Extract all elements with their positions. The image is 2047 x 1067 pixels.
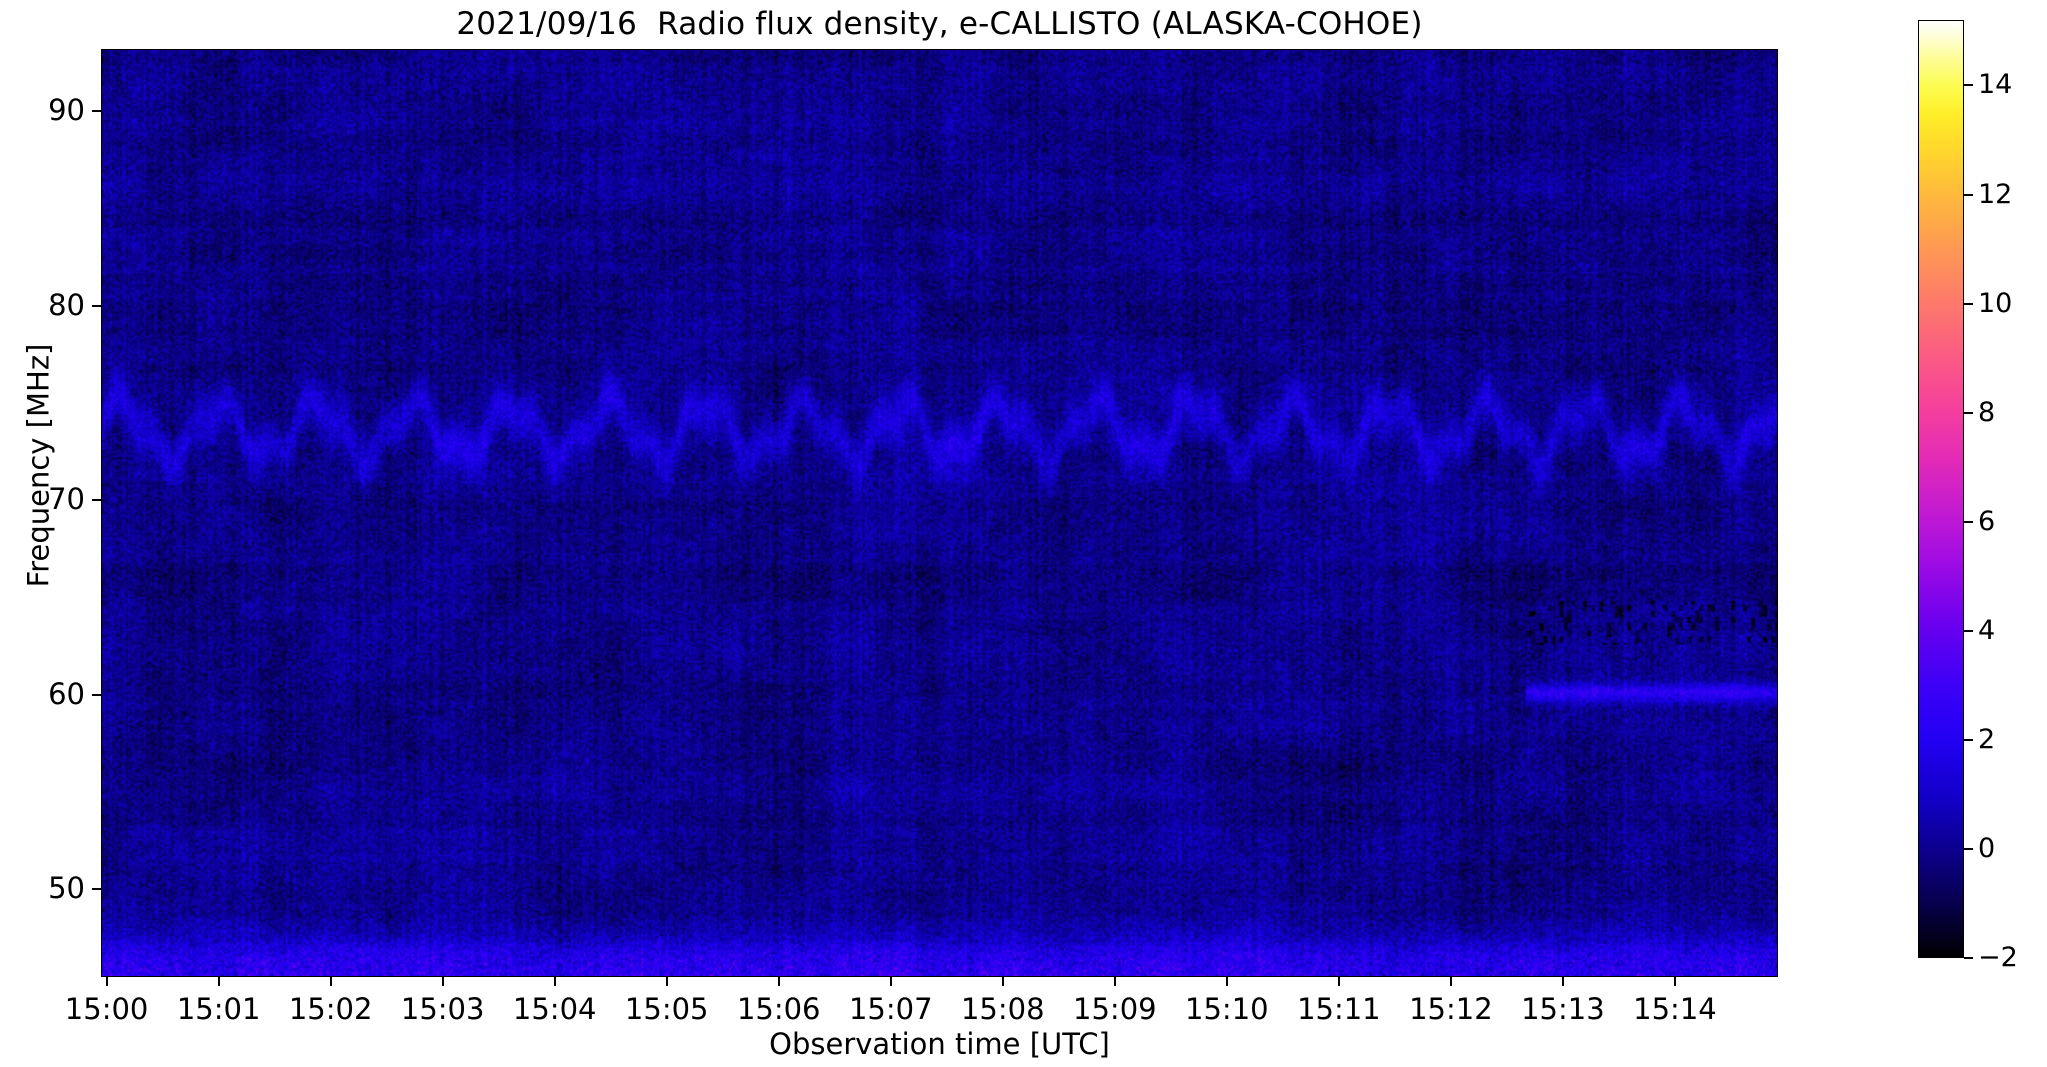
colorbar-tick-mark	[1964, 738, 1973, 741]
y-tick-mark	[92, 499, 101, 502]
x-tick-label: 15:07	[848, 992, 933, 1026]
x-tick-mark	[889, 977, 892, 986]
colorbar-gradient	[1918, 20, 1964, 958]
y-axis-label: Frequency [MHz]	[21, 343, 56, 588]
x-tick-label: 15:03	[400, 992, 485, 1026]
y-tick-label: 80	[48, 287, 85, 322]
x-tick-mark	[1673, 977, 1676, 986]
x-tick-mark	[553, 977, 556, 986]
x-tick-mark	[665, 977, 668, 986]
colorbar-tick-label: −2	[1978, 942, 2018, 973]
x-tick-mark	[217, 977, 220, 986]
colorbar-tick-mark	[1964, 302, 1973, 305]
x-tick-mark	[1449, 977, 1452, 986]
x-tick-mark	[1001, 977, 1004, 986]
colorbar-tick-mark	[1964, 957, 1973, 959]
colorbar-tick-mark	[1964, 411, 1973, 414]
colorbar: −2 0 2 4 6 8 10 12 14	[1918, 20, 2018, 971]
x-tick-mark	[1561, 977, 1564, 986]
y-tick-mark	[92, 110, 101, 113]
y-tick-label: 90	[48, 93, 85, 128]
x-tick-mark	[1225, 977, 1228, 986]
x-tick-mark	[329, 977, 332, 986]
x-tick-label: 15:11	[1297, 992, 1381, 1026]
x-tick-label: 15:00	[64, 992, 149, 1026]
colorbar-tick-label: 4	[1978, 614, 1996, 646]
colorbar-tick-label: 0	[1978, 832, 1996, 864]
x-tick-label: 15:08	[960, 992, 1045, 1026]
x-tick-mark	[441, 977, 444, 986]
y-tick-mark	[92, 888, 101, 891]
colorbar-tick-label: 2	[1978, 723, 1996, 755]
x-tick-label: 15:04	[512, 992, 597, 1026]
y-tick-label: 60	[48, 676, 85, 711]
x-tick-label: 15:09	[1073, 992, 1157, 1026]
x-tick-label: 15:14	[1633, 992, 1717, 1026]
y-tick-label: 70	[48, 482, 85, 517]
colorbar-tick-label: 6	[1978, 505, 1996, 537]
colorbar-tick-mark	[1964, 629, 1973, 632]
colorbar-tick-label: 8	[1978, 396, 1996, 428]
y-tick-mark	[92, 693, 101, 696]
x-tick-mark	[105, 977, 108, 986]
x-tick-mark	[1337, 977, 1340, 986]
x-tick-label: 15:13	[1521, 992, 1605, 1026]
page-title: 2021/09/16 Radio flux density, e-CALLIST…	[456, 6, 1423, 42]
spectrogram-plot-area	[101, 49, 1778, 977]
spectrogram-image	[102, 50, 1777, 976]
y-tick-label: 50	[48, 871, 85, 906]
x-tick-label: 15:05	[624, 992, 709, 1026]
colorbar-tick-mark	[1964, 193, 1973, 196]
colorbar-tick-mark	[1964, 520, 1973, 523]
colorbar-tick-label: 14	[1978, 69, 2013, 101]
colorbar-tick-mark	[1964, 84, 1973, 87]
x-tick-label: 15:06	[736, 992, 821, 1026]
x-axis-label: Observation time [UTC]	[769, 1027, 1110, 1061]
colorbar-tick-mark	[1964, 847, 1973, 850]
x-tick-label: 15:01	[176, 992, 261, 1026]
colorbar-tick-label: 12	[1978, 178, 2013, 210]
x-tick-label: 15:12	[1409, 992, 1493, 1026]
x-tick-label: 15:10	[1185, 992, 1269, 1026]
x-tick-mark	[777, 977, 780, 986]
colorbar-tick-label: 10	[1978, 287, 2013, 319]
x-tick-mark	[1113, 977, 1116, 986]
x-tick-label: 15:02	[288, 992, 373, 1026]
y-tick-mark	[92, 304, 101, 307]
